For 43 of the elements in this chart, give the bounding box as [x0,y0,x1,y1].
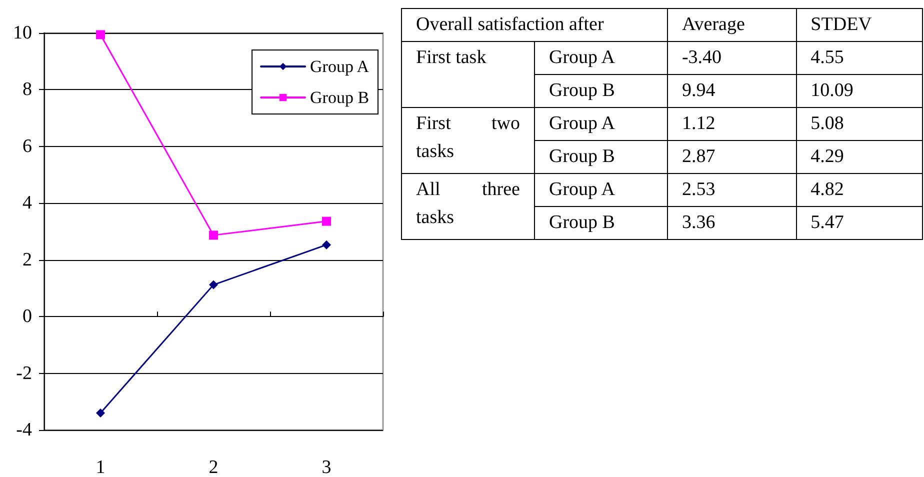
text: 2.53 [667,174,796,206]
y-tick-label: 8 [22,79,32,100]
text: 4.29 [796,140,922,174]
y-tick-label: -2 [16,362,32,384]
text: STDEV [796,8,922,42]
text: 4.55 [796,42,922,74]
y-tick-label: -4 [16,420,32,440]
x-tick-label: 1 [96,457,106,477]
text: First task [402,42,534,108]
text: Group B [534,206,668,240]
text: Group B [534,140,668,174]
text: Group B [534,74,668,108]
text: Group A [534,42,668,74]
point [322,216,331,226]
y-tick-label: 4 [22,192,32,214]
y-tick-label: 2 [22,249,32,270]
text: 9.94 [667,74,796,108]
point [96,408,105,418]
point [96,30,105,40]
legend-label: Group B [310,88,370,107]
y-tick-label: 6 [22,136,32,157]
text: All three tasks [402,174,534,240]
text: 1.12 [667,108,796,140]
text: 2.87 [667,140,796,174]
legend-label: Group A [310,57,370,76]
y-tick-label: 0 [22,306,32,328]
text: 5.08 [796,108,922,140]
text: -3.40 [667,42,796,74]
text: Group A [534,174,668,206]
text: Group A [534,108,668,140]
text: Average [667,8,796,42]
text: 10.09 [796,74,922,108]
text: First two tasks [402,108,534,174]
point [209,230,218,240]
text: 5.47 [796,206,922,240]
x-tick-label: 3 [322,457,332,477]
point [209,280,218,290]
text: 4.82 [796,174,922,206]
text: 3.36 [667,206,796,240]
x-tick-label: 2 [208,457,218,477]
point [322,240,331,250]
text: Overall satisfaction after [402,8,668,42]
y-tick-label: 10 [13,22,32,44]
